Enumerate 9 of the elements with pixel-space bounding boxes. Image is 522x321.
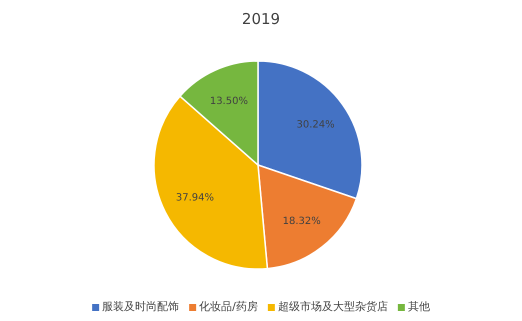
data-label: 37.94%	[176, 192, 214, 204]
data-label: 30.24%	[296, 119, 335, 130]
legend-label: 其他	[408, 300, 430, 313]
legend-label: 化妆品/药房	[199, 300, 258, 313]
legend-label: 服装及时尚配饰	[102, 300, 180, 313]
data-label: 13.50%	[210, 96, 248, 108]
data-label: 18.32%	[282, 216, 321, 228]
legend-label: 超级市场及大型杂货店	[278, 300, 388, 313]
chart-title: 2019	[242, 10, 280, 28]
